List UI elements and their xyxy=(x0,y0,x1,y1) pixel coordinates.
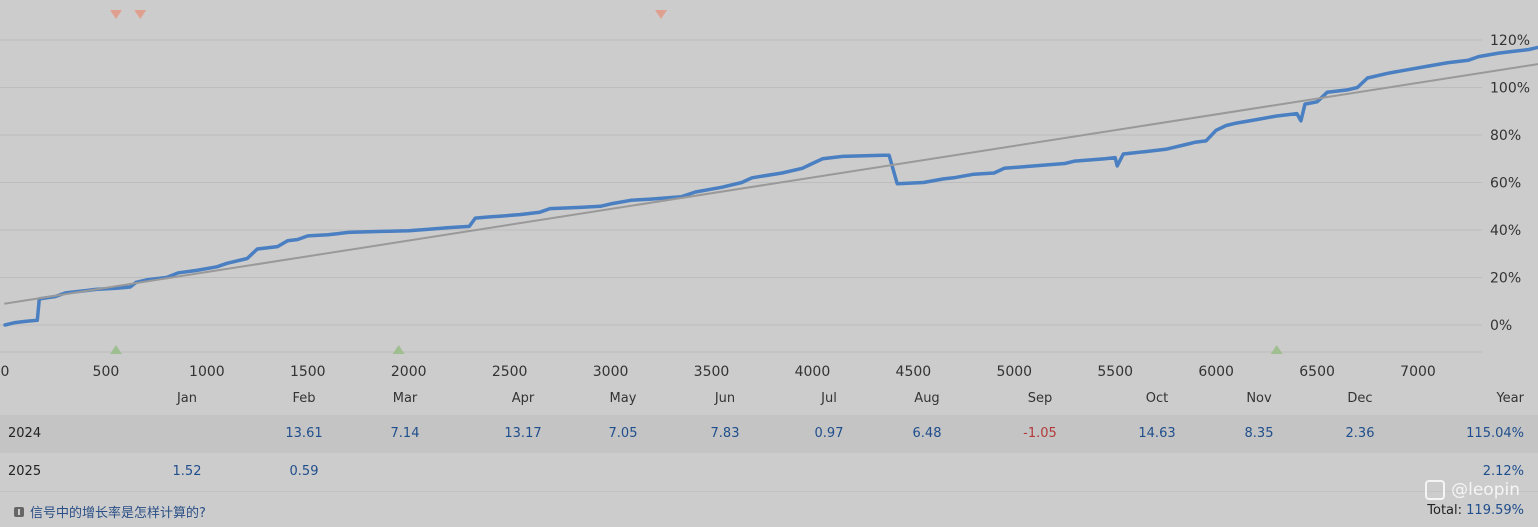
month-value: -1.05 xyxy=(1023,426,1057,441)
y-tick-label: 100% xyxy=(1490,81,1530,97)
month-header-oct: Oct xyxy=(1145,391,1169,406)
x-tick-label: 2000 xyxy=(391,364,427,380)
deposit-marker-icon xyxy=(392,345,405,354)
month-value: 7.14 xyxy=(390,426,420,441)
footer: 信号中的增长率是怎样计算的? @leopin Total: 119.59% xyxy=(0,480,1538,527)
x-tick-label: 2500 xyxy=(492,364,528,380)
month-header-sep: Sep xyxy=(1027,391,1053,406)
month-header-jan: Jan xyxy=(176,391,198,406)
row-year: 2025 xyxy=(8,464,42,479)
equity-line xyxy=(3,45,1538,327)
y-tick-label: 0% xyxy=(1490,318,1512,334)
month-header-nov: Nov xyxy=(1246,391,1272,406)
month-header-may: May xyxy=(609,391,637,406)
month-header-jul: Jul xyxy=(821,391,837,406)
month-header-aug: Aug xyxy=(914,391,940,406)
x-tick-label: 6500 xyxy=(1299,364,1335,380)
total-label: Total: xyxy=(1427,503,1463,518)
help-link-text: 信号中的增长率是怎样计算的? xyxy=(30,506,206,521)
deposit-marker-icon xyxy=(110,345,123,354)
month-value: 7.05 xyxy=(608,426,638,441)
trend-line xyxy=(4,63,1538,305)
info-icon xyxy=(14,506,24,517)
x-tick-label: 7000 xyxy=(1400,364,1436,380)
month-header-feb: Feb xyxy=(292,391,316,406)
app-logo-icon xyxy=(1425,480,1446,500)
total-number: 119.59% xyxy=(1466,503,1524,518)
y-tick-label: 20% xyxy=(1490,271,1521,287)
x-tick-label: 5000 xyxy=(996,364,1032,380)
withdrawal-marker-icon xyxy=(134,10,147,19)
x-tick-label: 3000 xyxy=(593,364,629,380)
x-tick-label: 1000 xyxy=(189,364,225,380)
x-tick-label: 1500 xyxy=(290,364,326,380)
x-tick-label: 6000 xyxy=(1198,364,1234,380)
month-value: 13.17 xyxy=(504,426,542,441)
y-tick-label: 120% xyxy=(1490,33,1530,49)
month-header-mar: Mar xyxy=(392,391,418,406)
month-header-row: Jan Feb Mar Apr May Jun Jul Aug Sep Oct Nov Dec Year xyxy=(0,385,1538,415)
month-value: 7.83 xyxy=(710,426,740,441)
month-value: 8.35 xyxy=(1244,426,1274,441)
y-tick-label: 60% xyxy=(1490,176,1521,192)
month-header-apr: Apr xyxy=(511,391,535,406)
total-value: Total: 119.59% xyxy=(1427,503,1524,518)
x-tick-label: 5500 xyxy=(1097,364,1133,380)
watermark-text: @leopin xyxy=(1451,480,1520,500)
month-value: 14.63 xyxy=(1138,426,1176,441)
year-total: 2.12% xyxy=(1482,464,1524,479)
growth-chart: 0% 20% 40% 60% 80% 100% 120% 0 500 1000 1500 2000 25… xyxy=(0,10,1538,380)
month-value: 0.97 xyxy=(814,426,844,441)
help-link[interactable]: 信号中的增长率是怎样计算的? xyxy=(14,502,206,521)
withdrawal-marker-icon xyxy=(110,10,123,19)
x-tick-label: 0 xyxy=(1,364,10,380)
x-tick-label: 3500 xyxy=(694,364,730,380)
x-tick-label: 4500 xyxy=(896,364,932,380)
y-tick-label: 40% xyxy=(1490,223,1521,239)
watermark: @leopin xyxy=(1425,480,1520,500)
month-value: 2.36 xyxy=(1345,426,1375,441)
month-header-year: Year xyxy=(1496,391,1524,406)
month-value: 13.61 xyxy=(285,426,323,441)
table-row: 2025 1.52 0.59 2.12% xyxy=(0,453,1538,492)
y-tick-label: 80% xyxy=(1490,128,1521,144)
month-value: 0.59 xyxy=(289,464,319,479)
x-tick-label: 4000 xyxy=(795,364,831,380)
table-row: 2024 13.61 7.14 13.17 7.05 7.83 0.97 6.48 -1.05 1… xyxy=(0,415,1538,453)
x-tick-label: 500 xyxy=(93,364,120,380)
month-value: 1.52 xyxy=(172,464,202,479)
month-header-dec: Dec xyxy=(1347,391,1373,406)
month-header-jun: Jun xyxy=(714,391,736,406)
year-total: 115.04% xyxy=(1466,426,1524,441)
withdrawal-marker-icon xyxy=(655,10,668,19)
deposit-marker-icon xyxy=(1270,345,1283,354)
row-year: 2024 xyxy=(8,426,42,441)
month-value: 6.48 xyxy=(912,426,942,441)
